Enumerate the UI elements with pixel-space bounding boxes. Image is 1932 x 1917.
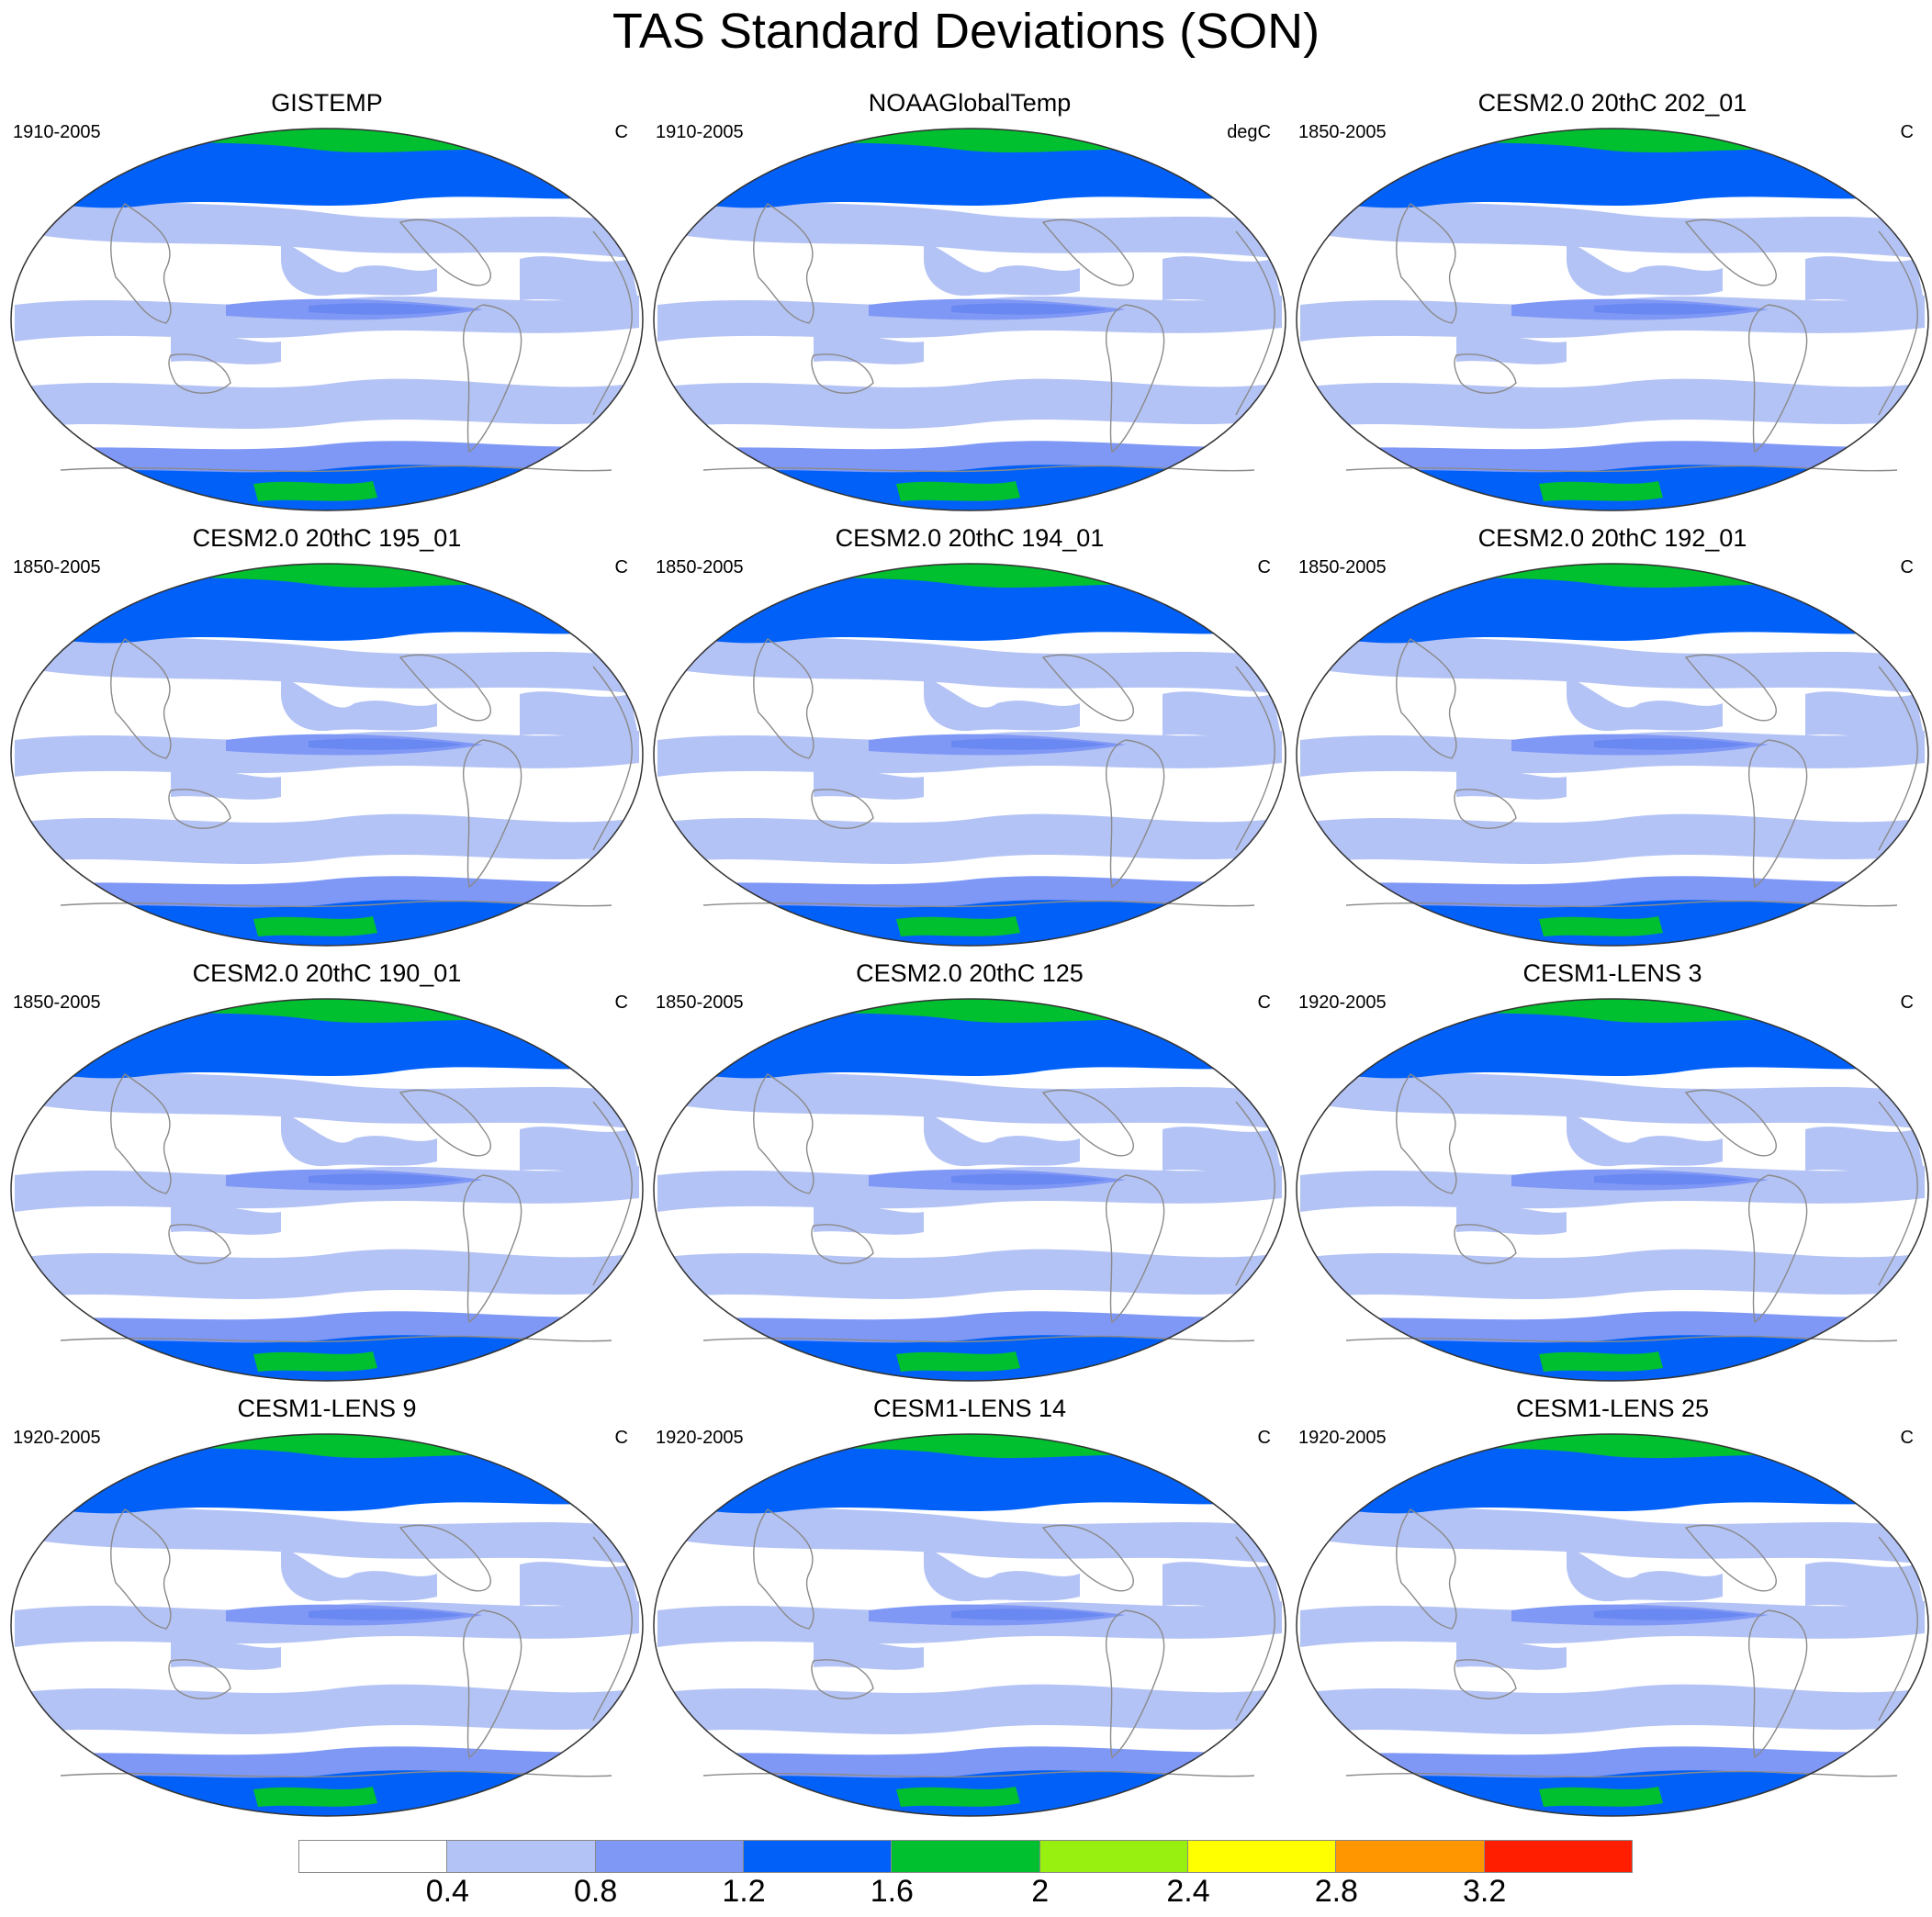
map-panel: CESM1-LENS 3 1920-2005 C [1291, 958, 1932, 1390]
panel-title: CESM2.0 20thC 190_01 [192, 959, 462, 987]
panel-units: C [1900, 122, 1914, 142]
map-panel: CESM1-LENS 25 1920-2005 C [1291, 1394, 1932, 1825]
colorbar-tick-label: 1.6 [870, 1874, 914, 1909]
world-map [648, 121, 1291, 518]
panel-period: 1910-2005 [656, 122, 744, 142]
panel-period: 1920-2005 [1298, 992, 1387, 1013]
colorbar-swatch [1039, 1840, 1188, 1873]
panel-period: 1850-2005 [656, 992, 744, 1013]
map-panel: NOAAGlobalTemp 1910-2005 degC [648, 88, 1291, 520]
panel-title: CESM2.0 20thC 202_01 [1477, 89, 1747, 117]
colorbar-swatch [891, 1840, 1040, 1873]
colorbar [298, 1840, 1633, 1873]
panel-title: CESM1-LENS 3 [1522, 959, 1702, 987]
world-map [1291, 556, 1932, 953]
colorbar-swatch [594, 1840, 744, 1873]
panel-title: CESM1-LENS 25 [1515, 1395, 1710, 1422]
colorbar-swatch [1186, 1840, 1337, 1873]
panel-title: GISTEMP [271, 89, 383, 117]
panel-units: C [1900, 992, 1914, 1013]
figure-title: TAS Standard Deviations (SON) [612, 4, 1320, 59]
map-panel: CESM2.0 20thC 194_01 1850-2005 C [648, 523, 1291, 955]
world-map [6, 556, 648, 953]
world-map [6, 1427, 648, 1823]
panel-period: 1850-2005 [13, 557, 101, 577]
panel-title: CESM2.0 20thC 195_01 [192, 524, 462, 552]
panel-units: C [614, 1428, 628, 1448]
panel-period: 1920-2005 [656, 1428, 744, 1448]
panel-units: C [1257, 1428, 1271, 1448]
panel-period: 1850-2005 [656, 557, 744, 577]
colorbar-swatch [742, 1840, 893, 1873]
colorbar-swatch [1483, 1840, 1633, 1873]
colorbar-tick-label: 2.8 [1314, 1874, 1358, 1909]
map-panel: CESM2.0 20thC 190_01 1850-2005 C [6, 958, 648, 1390]
panel-title: CESM2.0 20thC 125 [856, 959, 1084, 987]
panel-title: CESM1-LENS 9 [237, 1395, 417, 1422]
colorbar-swatch [1335, 1840, 1485, 1873]
world-map [1291, 121, 1932, 518]
panel-units: C [614, 557, 628, 577]
world-map [6, 121, 648, 518]
colorbar-tick-label: 1.2 [722, 1874, 766, 1909]
panel-units: C [614, 992, 628, 1013]
panel-units: C [1257, 557, 1271, 577]
colorbar-swatch [446, 1840, 596, 1873]
panel-period: 1850-2005 [13, 992, 101, 1013]
world-map [648, 556, 1291, 953]
map-panel: CESM1-LENS 14 1920-2005 C [648, 1394, 1291, 1825]
world-map [1291, 1427, 1932, 1823]
map-panel: GISTEMP 1910-2005 C [6, 88, 648, 520]
world-map [648, 992, 1291, 1388]
panel-units: degC [1227, 122, 1271, 142]
world-map [648, 1427, 1291, 1823]
map-panel: CESM1-LENS 9 1920-2005 C [6, 1394, 648, 1825]
map-panel: CESM2.0 20thC 125 1850-2005 C [648, 958, 1291, 1390]
panel-units: C [614, 122, 628, 142]
colorbar-tick-label: 2 [1031, 1874, 1050, 1909]
colorbar-tick-label: 0.8 [574, 1874, 618, 1909]
panel-units: C [1900, 1428, 1914, 1448]
colorbar-tick-label: 3.2 [1463, 1874, 1507, 1909]
world-map [1291, 992, 1932, 1388]
map-panel: CESM2.0 20thC 192_01 1850-2005 C [1291, 523, 1932, 955]
panel-title: CESM2.0 20thC 192_01 [1477, 524, 1747, 552]
panel-period: 1920-2005 [13, 1428, 101, 1448]
panel-period: 1850-2005 [1298, 122, 1387, 142]
panel-units: C [1257, 992, 1271, 1013]
map-panel: CESM2.0 20thC 202_01 1850-2005 C [1291, 88, 1932, 520]
panel-period: 1910-2005 [13, 122, 101, 142]
panel-title: NOAAGlobalTemp [868, 89, 1072, 117]
panel-units: C [1900, 557, 1914, 577]
world-map [6, 992, 648, 1388]
colorbar-swatch [298, 1840, 448, 1873]
colorbar-tick-label: 0.4 [425, 1874, 469, 1909]
panel-title: CESM2.0 20thC 194_01 [835, 524, 1105, 552]
map-panel: CESM2.0 20thC 195_01 1850-2005 C [6, 523, 648, 955]
panel-title: CESM1-LENS 14 [872, 1395, 1067, 1422]
panel-period: 1920-2005 [1298, 1428, 1387, 1448]
colorbar-tick-label: 2.4 [1166, 1874, 1210, 1909]
panel-period: 1850-2005 [1298, 557, 1387, 577]
